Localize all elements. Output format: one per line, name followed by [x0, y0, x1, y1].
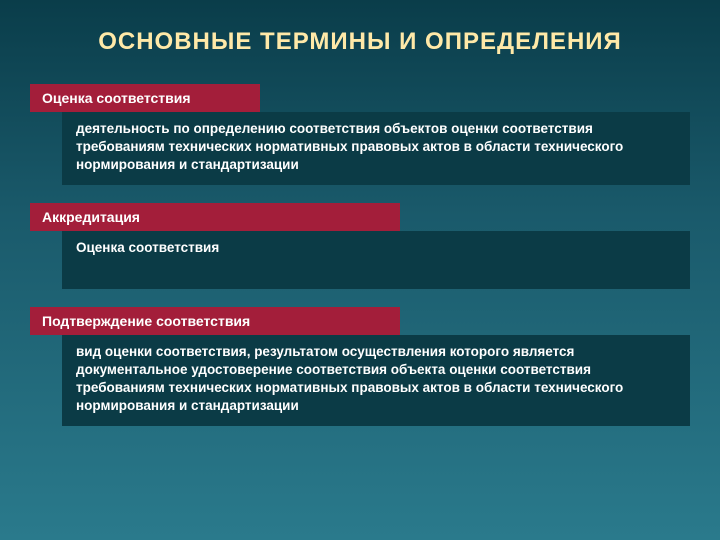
section-2: Аккредитация Оценка соответствия [30, 203, 690, 289]
term-definition-1: деятельность по определению соответствия… [62, 112, 690, 185]
term-definition-2: Оценка соответствия [62, 231, 690, 289]
page-title: ОСНОВНЫЕ ТЕРМИНЫ И ОПРЕДЕЛЕНИЯ [0, 0, 720, 66]
section-1: Оценка соответствия деятельность по опре… [30, 84, 690, 185]
term-label-1: Оценка соответствия [30, 84, 260, 112]
term-definition-3: вид оценки соответствия, результатом осу… [62, 335, 690, 426]
term-label-3: Подтверждение соответствия [30, 307, 400, 335]
term-label-2: Аккредитация [30, 203, 400, 231]
section-3: Подтверждение соответствия вид оценки со… [30, 307, 690, 426]
